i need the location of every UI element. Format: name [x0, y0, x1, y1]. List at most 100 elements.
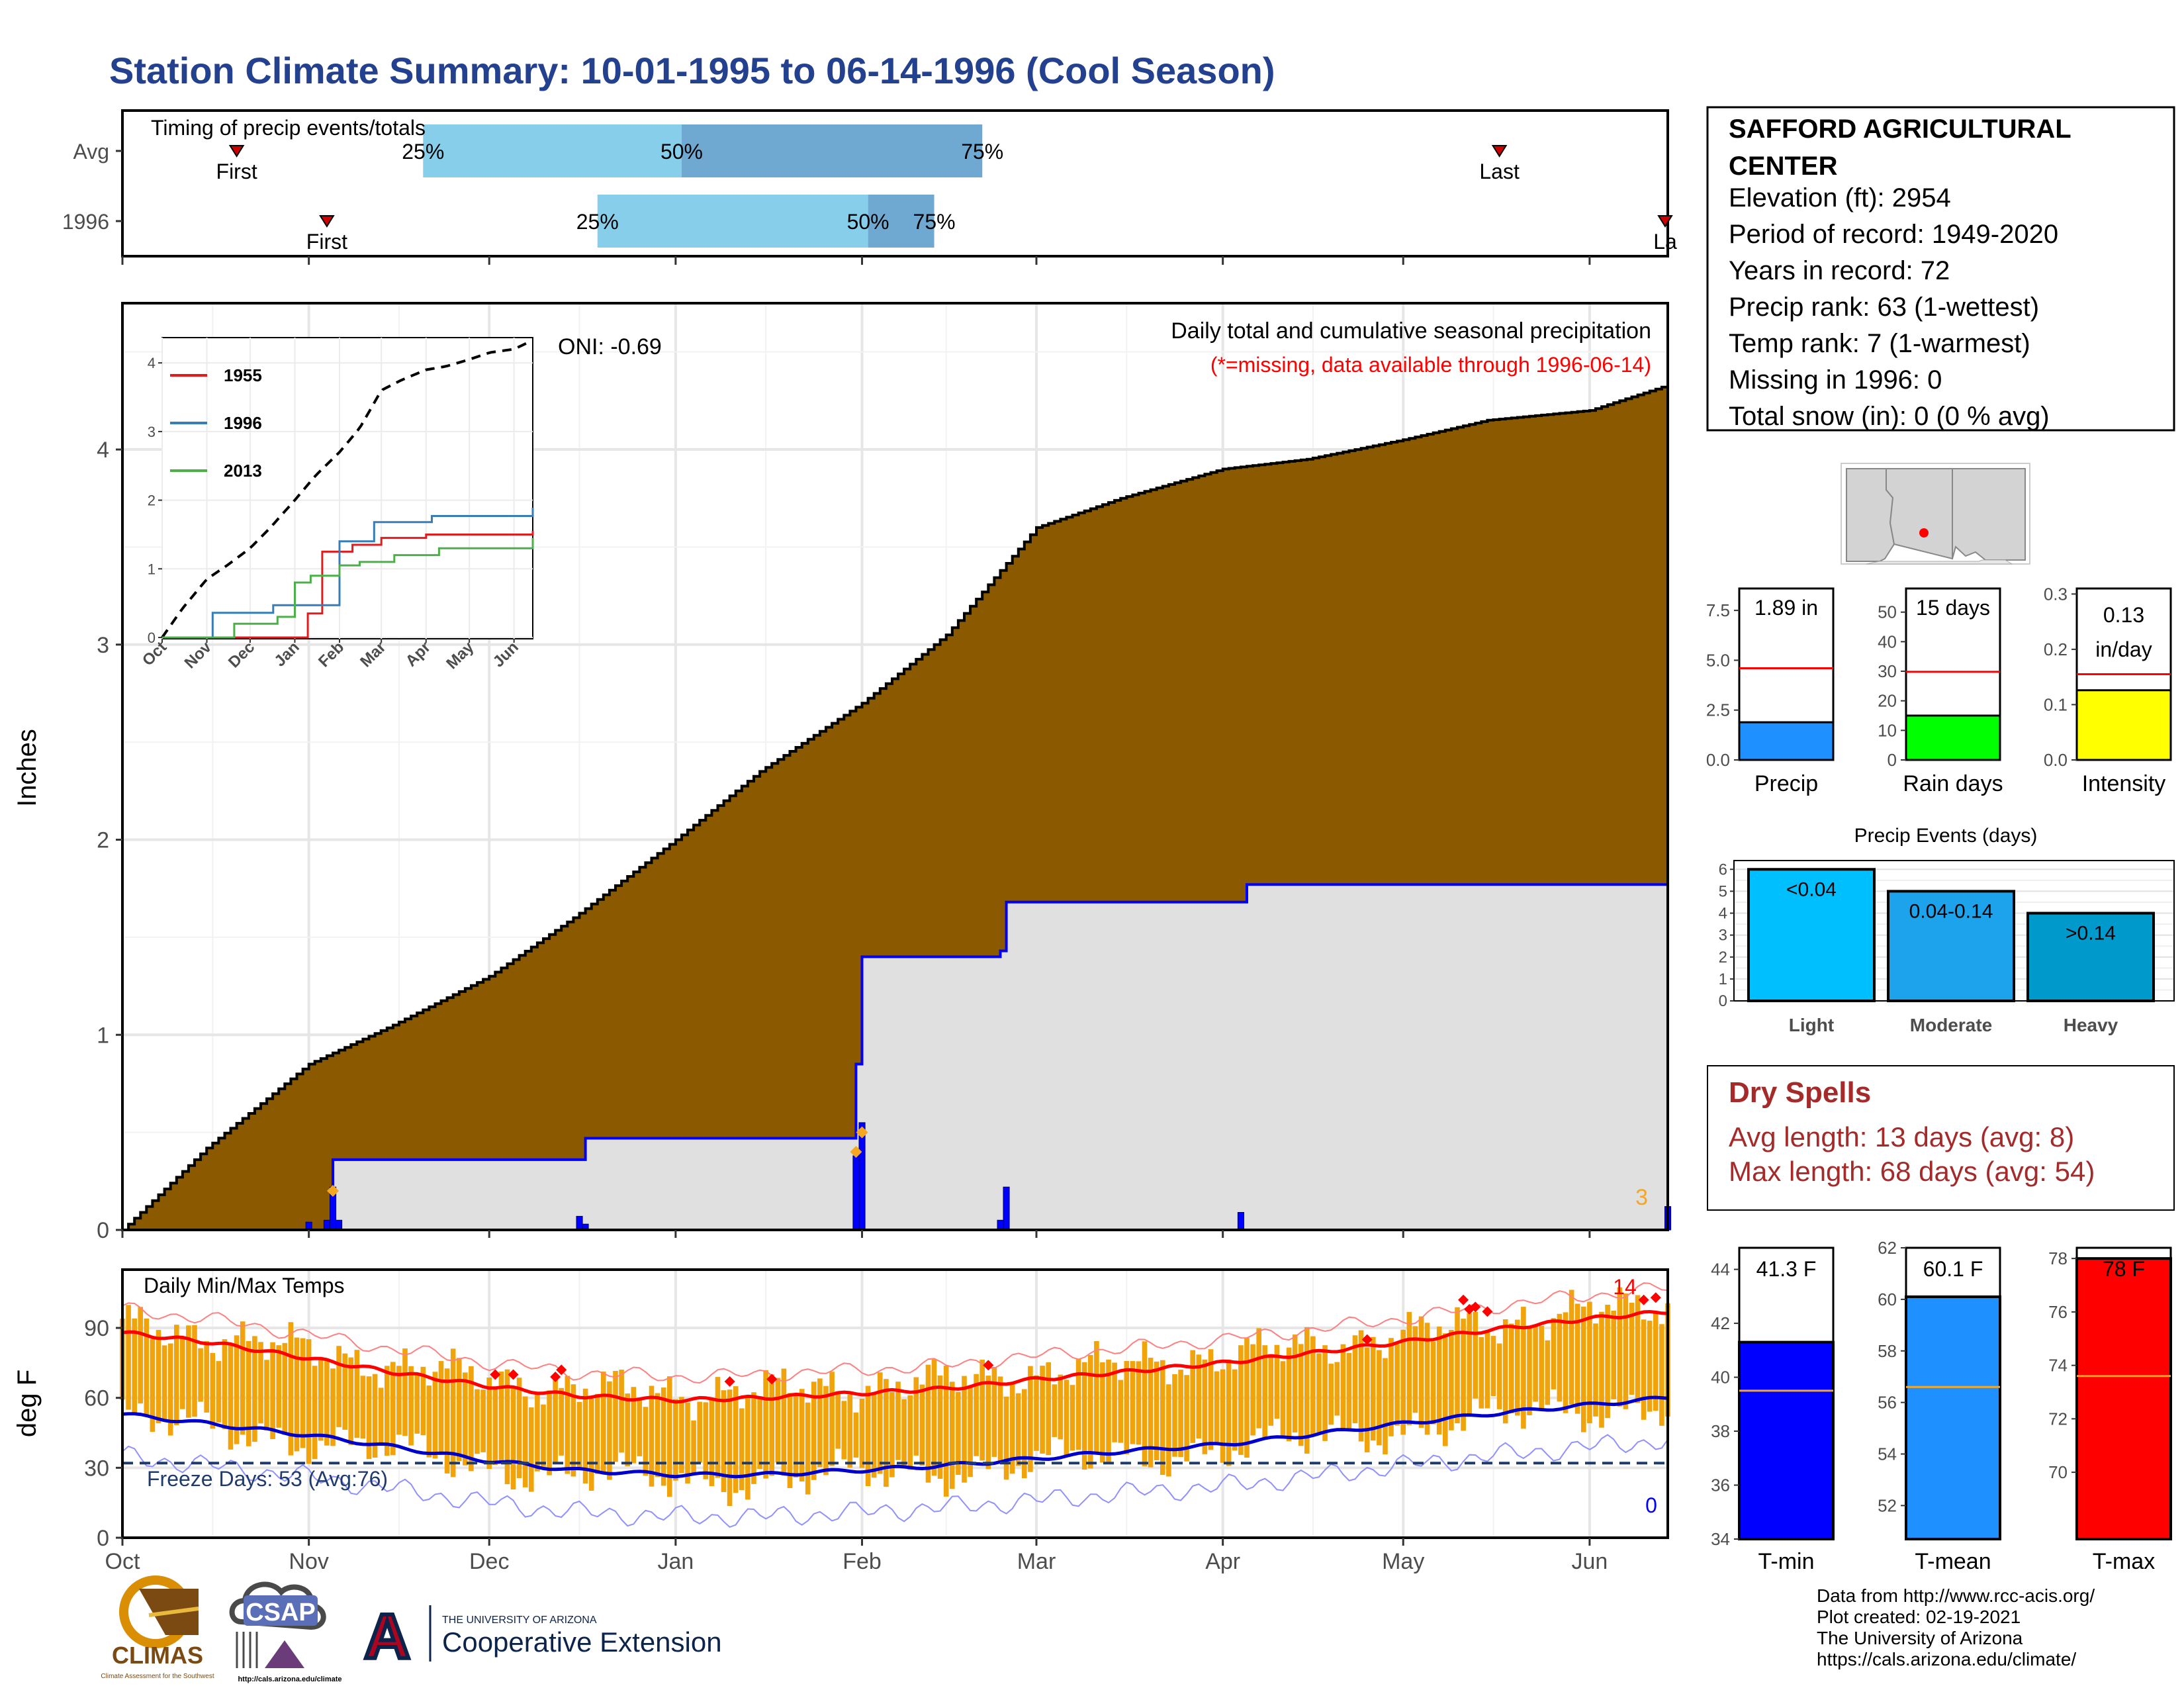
csap-rain [236, 1632, 258, 1668]
daily-temp-bar [132, 1318, 137, 1415]
temp-bar-tick-label: 78 [2048, 1248, 2068, 1268]
daily-temp-bar [1551, 1318, 1557, 1389]
station-info-frame [1706, 106, 2175, 432]
daily-temp-bar [438, 1361, 444, 1455]
daily-temp-bar [1040, 1366, 1045, 1454]
daily-temp-bar [276, 1345, 281, 1428]
daily-temp-bar [1467, 1313, 1472, 1415]
daily-temp-bar [450, 1348, 456, 1477]
daily-temp-bar [1304, 1327, 1310, 1454]
daily-temp-bar [1292, 1335, 1298, 1432]
temp-bar-label: T-min [1758, 1549, 1815, 1574]
daily-temp-bar [1196, 1354, 1202, 1439]
daily-temp-bar [516, 1378, 522, 1478]
daily-temp-bar [1142, 1341, 1148, 1467]
timing-panel: Timing of precip events/totals Avg 25% 50%… [62, 109, 1677, 265]
daily-temp-bar [570, 1384, 576, 1477]
daily-temp-bar [1124, 1361, 1130, 1454]
summary-bar-tick-label: 0.1 [2044, 694, 2068, 714]
daily-temp-bar [637, 1397, 643, 1456]
daily-temp-bar [1172, 1374, 1177, 1457]
daily-temp-bar [1484, 1330, 1490, 1409]
temp-bar-value: 60.1 F [1923, 1257, 1983, 1281]
daily-temp-bar [348, 1357, 353, 1445]
daily-temp-bar [919, 1384, 925, 1466]
daily-temp-bar [1358, 1330, 1364, 1442]
daily-precip-bar [858, 1122, 866, 1231]
daily-temp-bar [1424, 1323, 1430, 1435]
month-axis: Oct Nov Dec Jan Feb Mar Apr May Jun [105, 1538, 1608, 1574]
daily-temp-bar [1635, 1295, 1641, 1403]
daily-temp-bar [625, 1393, 630, 1466]
daily-temp-bar [390, 1362, 396, 1456]
daily-temp-bar [1052, 1384, 1058, 1437]
temp-bar-tick-label: 76 [2048, 1302, 2068, 1322]
station-info-line: Years in record: 72 [1729, 256, 1950, 285]
timing-p50-label: 50% [847, 210, 889, 234]
timing-p50-label: 50% [660, 140, 703, 164]
daily-temp-bar [1430, 1341, 1436, 1425]
inset-y-tick-label: 3 [148, 424, 156, 440]
daily-temp-bar [342, 1353, 347, 1430]
daily-temp-bar [1449, 1330, 1454, 1430]
credit-line: https://cals.arizona.edu/climate/ [1817, 1649, 2076, 1669]
daily-temp-bar [1653, 1312, 1659, 1411]
timing-bars [423, 124, 983, 248]
precip-x-ticks [121, 1230, 1591, 1238]
temp-bar-tick-label: 56 [1878, 1393, 1897, 1413]
daily-temp-bar [775, 1378, 781, 1463]
daily-temp-bar [697, 1401, 702, 1463]
daily-temp-bar [871, 1393, 877, 1478]
daily-temp-bar [1160, 1360, 1165, 1476]
timing-row-label: Avg [73, 140, 109, 164]
station-location-marker [1919, 528, 1929, 538]
climas-logo: CLIMAS Climate Assessment for the Southw… [101, 1575, 214, 1680]
summary-bar-fill [1738, 721, 1835, 761]
summary-bar-tick-label: 20 [1878, 691, 1897, 711]
daily-temp-bar [884, 1379, 889, 1487]
csap-logo-text: CSAP [246, 1599, 316, 1626]
summary-bar-tick-label: 0.0 [2044, 750, 2068, 770]
daily-temp-bar [829, 1372, 835, 1466]
daily-temp-bar [1364, 1347, 1370, 1452]
station-info-line: Total snow (in): 0 (0 % avg) [1729, 402, 2050, 431]
daily-temp-bar [1436, 1327, 1442, 1434]
timing-event-marker [228, 145, 245, 158]
daily-temp-bar [529, 1407, 534, 1492]
daily-temp-bar [1250, 1344, 1255, 1436]
summary-bar-value: 15 days [1916, 596, 1990, 620]
daily-temp-bar [1069, 1385, 1075, 1451]
temp-bar-tick-label: 34 [1711, 1529, 1730, 1549]
average-tmin-line [122, 1395, 1668, 1479]
daily-temp-bar [1496, 1343, 1502, 1409]
timing-first-label: First [306, 230, 347, 254]
climas-logo-subtitle: Climate Assessment for the Southwest [101, 1673, 214, 1680]
daily-temp-bar [667, 1376, 672, 1497]
inset-series-line [162, 538, 534, 639]
daily-temp-bar [781, 1368, 787, 1476]
temp-bar-tick-label: 42 [1711, 1313, 1730, 1333]
daily-temp-bar [878, 1372, 883, 1474]
daily-temp-bar [974, 1374, 979, 1456]
precip-event-category: Moderate [1910, 1015, 1992, 1035]
daily-temp-bar [186, 1325, 191, 1418]
record-high-count: 14 [1613, 1275, 1637, 1299]
daily-temp-bar [1262, 1345, 1267, 1438]
daily-temp-bar [258, 1342, 263, 1424]
temperature-summary-bars: 34 36 38 40 42 44 41.3 F T-min 52 54 56 58 60 62 60.1 … [1711, 1238, 2172, 1574]
precip-event-bar-label: <0.04 [1786, 878, 1837, 900]
daily-temp-bar [1316, 1353, 1322, 1434]
temp-bar-tick-label: 72 [2048, 1409, 2068, 1429]
inset-y-tick-label: 2 [148, 492, 156, 509]
daily-temp-bar [535, 1393, 540, 1472]
missing-count-label: 3 [1635, 1185, 1648, 1210]
station-info-line: Period of record: 1949-2020 [1729, 220, 2058, 249]
missing-data-note: (*=missing, data available through 1996-… [1210, 353, 1651, 377]
summary-bar-label: Precip [1754, 771, 1818, 796]
daily-temp-bar [1599, 1311, 1604, 1428]
daily-temp-bar [1208, 1349, 1214, 1450]
daily-temp-bar [1136, 1361, 1142, 1445]
daily-temp-bar [1190, 1350, 1195, 1443]
daily-temp-bar [745, 1396, 751, 1500]
temp-bar-value: 78 F [2103, 1257, 2145, 1281]
